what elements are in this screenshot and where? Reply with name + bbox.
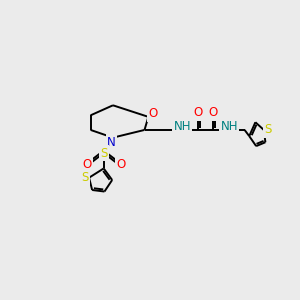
Text: O: O xyxy=(116,158,125,171)
Text: S: S xyxy=(100,146,107,160)
Text: O: O xyxy=(208,106,218,119)
Text: S: S xyxy=(264,123,272,136)
Text: O: O xyxy=(82,158,92,171)
Text: NH: NH xyxy=(220,120,238,134)
Text: O: O xyxy=(148,107,158,120)
Text: S: S xyxy=(81,171,88,184)
Text: NH: NH xyxy=(173,120,191,134)
Text: O: O xyxy=(194,106,203,119)
Text: N: N xyxy=(107,136,116,149)
